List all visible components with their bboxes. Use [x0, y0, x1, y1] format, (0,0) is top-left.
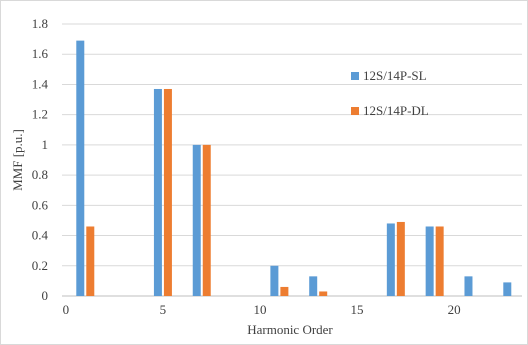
x-tick-label: 10 [253, 302, 266, 317]
bar-dl-h13 [319, 291, 328, 296]
bar-sl-h23 [503, 282, 512, 296]
y-tick-label: 0.2 [32, 258, 48, 273]
x-tick-label: 5 [160, 302, 167, 317]
bar-sl-h5 [153, 88, 162, 296]
bar-sl-h13 [309, 276, 318, 296]
x-axis-title: Harmonic Order [247, 322, 333, 337]
bar-dl-h11 [280, 286, 289, 296]
legend: 12S/14P-SL 12S/14P-DL [351, 68, 429, 118]
y-tick-label: 1.4 [32, 76, 49, 91]
y-tick-label: 1 [42, 137, 49, 152]
legend-swatch-dl [351, 107, 359, 115]
x-tick-label: 15 [351, 302, 364, 317]
y-tick-label: 0.6 [32, 197, 49, 212]
y-tick-label: 1.6 [32, 46, 49, 61]
bar-dl-h19 [435, 226, 444, 296]
legend-swatch-sl [351, 72, 359, 80]
y-axis-title: MMF [p.u.] [10, 129, 25, 191]
gridlines [62, 23, 522, 297]
x-tick-labels: 0 5 10 15 20 [63, 302, 461, 317]
legend-label-sl: 12S/14P-SL [363, 68, 427, 83]
bar-dl-h17 [396, 221, 405, 296]
y-tick-label: 0.8 [32, 167, 48, 182]
bar-sl-h11 [270, 265, 279, 296]
y-tick-label: 0 [42, 288, 49, 303]
y-tick-label: 0.4 [32, 228, 49, 243]
bar-dl-h5 [163, 88, 172, 296]
bar-sl-h19 [425, 226, 434, 296]
bar-sl-h1 [76, 40, 85, 296]
bar-sl-h21 [464, 276, 473, 296]
bar-sl-h17 [386, 223, 395, 296]
y-tick-label: 1.2 [32, 107, 48, 122]
bar-sl-h7 [192, 144, 201, 296]
bar-dl-h1 [86, 226, 95, 296]
y-tick-label: 1.8 [32, 16, 48, 31]
bar-dl-h7 [202, 144, 211, 296]
legend-label-dl: 12S/14P-DL [363, 103, 429, 118]
x-tick-label: 20 [448, 302, 461, 317]
y-tick-labels: 0 0.2 0.4 0.6 0.8 1 1.2 1.4 1.6 1.8 [32, 16, 49, 303]
x-tick-label: 0 [63, 302, 70, 317]
bars [76, 40, 512, 296]
